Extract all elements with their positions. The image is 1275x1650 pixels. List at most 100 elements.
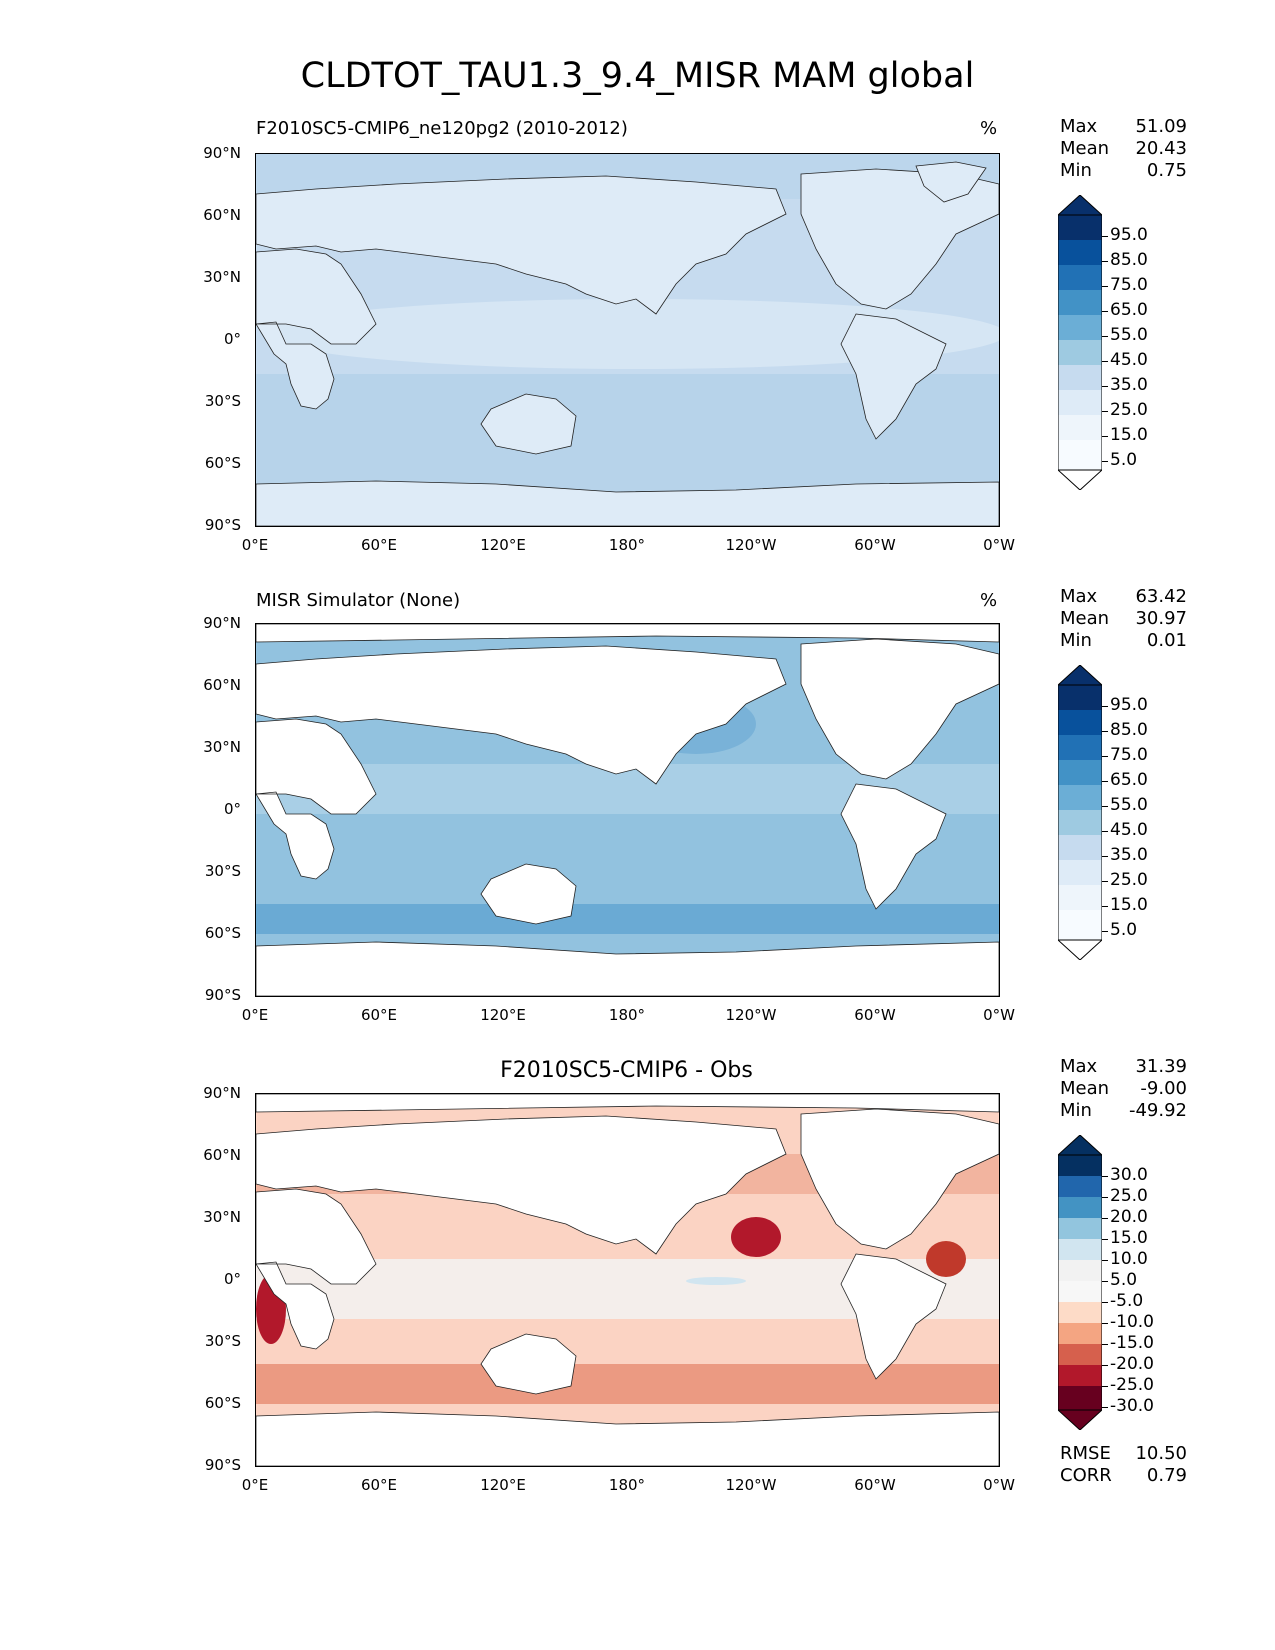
panel2-colorbar-seg <box>1058 760 1102 785</box>
panel3-min-value: -49.92 <box>1128 1100 1187 1121</box>
panel1-colorbar-seg <box>1058 290 1102 315</box>
panel2-lat-label: 60°N <box>203 676 241 694</box>
panel2-colorbar-label: 75.0 <box>1110 745 1148 765</box>
panel3-max-label: Max <box>1060 1056 1098 1077</box>
panel2-colorbar-label: 65.0 <box>1110 770 1148 790</box>
panel1-lat-label: 0° <box>223 330 241 348</box>
corr-label: CORR <box>1060 1465 1112 1486</box>
panel3-colorbar-label: -15.0 <box>1110 1333 1154 1353</box>
panel3-colorbar-top-extend <box>1056 1134 1104 1156</box>
panel1-colorbar-seg <box>1058 265 1102 290</box>
panel2-ocean-band-south <box>256 904 999 934</box>
panel1-lon-label: 0°E <box>241 536 269 554</box>
panel3-colorbar-seg <box>1058 1155 1102 1176</box>
panel1-lat-label: 60°S <box>204 454 241 472</box>
panel2-arctic <box>256 624 999 643</box>
panel2-colorbar-seg <box>1058 860 1102 885</box>
panel2-lat-label: 30°S <box>204 862 241 880</box>
panel1-colorbar-label: 25.0 <box>1110 400 1148 420</box>
panel3-colorbar-seg <box>1058 1365 1102 1386</box>
panel2-lon-label: 120°W <box>725 1006 777 1024</box>
panel1-lon-label: 120°E <box>480 536 526 554</box>
panel1-tropics-light <box>266 299 999 369</box>
panel1-colorbar-label: 5.0 <box>1110 450 1138 470</box>
panel1-colorbar-label: 65.0 <box>1110 300 1148 320</box>
panel3-colorbar-seg <box>1058 1260 1102 1281</box>
panel3-lon-label: 180° <box>608 1476 646 1494</box>
panel1-colorbar <box>1056 194 1104 491</box>
panel3-colorbar-seg <box>1058 1218 1102 1239</box>
panel2-min-label: Min <box>1060 630 1092 651</box>
panel1-south-america <box>840 313 947 440</box>
panel2-lat-label: 90°S <box>204 986 241 1004</box>
panel3-arctic <box>256 1094 999 1113</box>
panel2-colorbar-seg <box>1058 810 1102 835</box>
panel2-colorbar-label: 55.0 <box>1110 795 1148 815</box>
corr-value: 0.79 <box>1146 1465 1187 1486</box>
panel2-australia <box>480 863 577 925</box>
panel1-lat-label: 30°N <box>203 268 241 286</box>
panel3-colorbar-label: 25.0 <box>1110 1186 1148 1206</box>
panel1-colorbar-top-extend <box>1056 194 1104 216</box>
panel2-antarctica <box>256 941 999 996</box>
panel2-colorbar-seg <box>1058 685 1102 710</box>
panel3-lat-label: 90°N <box>203 1084 241 1102</box>
panel2-lon-label: 60°W <box>854 1006 896 1024</box>
panel3-lon-label: 120°E <box>480 1476 526 1494</box>
panel3-lat-label: 90°S <box>204 1456 241 1474</box>
panel2-colorbar-label: 35.0 <box>1110 845 1148 865</box>
figure-title: CLDTOT_TAU1.3_9.4_MISR MAM global <box>300 56 975 96</box>
panel3-title: F2010SC5-CMIP6 - Obs <box>500 1058 753 1083</box>
panel1-lon-label: 180° <box>608 536 646 554</box>
panel3-lon-label: 60°W <box>854 1476 896 1494</box>
panel2-colorbar-label: 45.0 <box>1110 820 1148 840</box>
panel1-colorbar-label: 55.0 <box>1110 325 1148 345</box>
panel3-mean-label: Mean <box>1060 1078 1110 1099</box>
panel2-min-value: 0.01 <box>1146 630 1187 651</box>
panel1-min-value: 0.75 <box>1146 160 1187 181</box>
panel3-colorbar-label: -25.0 <box>1110 1375 1154 1395</box>
panel3-colorbar-label: -20.0 <box>1110 1354 1154 1374</box>
panel1-colorbar-label: 75.0 <box>1110 275 1148 295</box>
panel1-lon-label: 60°W <box>854 536 896 554</box>
panel2-colorbar-top-extend <box>1056 664 1104 686</box>
panel2-units: % <box>980 590 998 611</box>
panel1-lon-label: 60°E <box>360 536 398 554</box>
panel3-south-band <box>256 1364 999 1404</box>
panel3-colorbar-label: 10.0 <box>1110 1249 1148 1269</box>
panel1-mean-value: 20.43 <box>1135 138 1187 159</box>
panel2-colorbar <box>1056 664 1104 961</box>
panel2-lat-label: 30°N <box>203 738 241 756</box>
panel3-map <box>255 1093 1000 1467</box>
panel1-lat-label: 90°S <box>204 516 241 534</box>
panel3-blue-patch <box>686 1277 746 1285</box>
panel2-max-value: 63.42 <box>1135 586 1187 607</box>
panel3-colorbar-label: -30.0 <box>1110 1396 1154 1416</box>
panel3-min-label: Min <box>1060 1100 1092 1121</box>
panel2-lat-label: 60°S <box>204 924 241 942</box>
panel3-lat-label: 30°N <box>203 1208 241 1226</box>
panel2-colorbar-seg <box>1058 735 1102 760</box>
panel1-australia <box>480 393 577 455</box>
panel3-north-america <box>800 1108 999 1250</box>
panel3-colorbar-bottom-extend <box>1056 1409 1104 1431</box>
panel3-lat-label: 0° <box>223 1270 241 1288</box>
panel1-lon-label: 120°W <box>725 536 777 554</box>
panel3-colorbar-seg <box>1058 1344 1102 1365</box>
panel1-colorbar-seg <box>1058 315 1102 340</box>
panel1-max-value: 51.09 <box>1135 116 1187 137</box>
panel3-colorbar-seg <box>1058 1197 1102 1218</box>
panel1-colorbar-bottom-extend <box>1056 469 1104 491</box>
panel2-colorbar-seg <box>1058 885 1102 910</box>
panel2-colorbar-bottom-extend <box>1056 939 1104 961</box>
panel3-colorbar <box>1056 1134 1104 1431</box>
panel2-colorbar-label: 85.0 <box>1110 720 1148 740</box>
panel2-colorbar-seg <box>1058 835 1102 860</box>
panel1-lat-label: 60°N <box>203 206 241 224</box>
panel1-units: % <box>980 118 998 139</box>
panel1-min-label: Min <box>1060 160 1092 181</box>
panel1-colorbar-seg <box>1058 390 1102 415</box>
panel1-colorbar-seg <box>1058 415 1102 440</box>
panel3-colorbar-seg <box>1058 1386 1102 1410</box>
panel2-colorbar-seg <box>1058 710 1102 735</box>
